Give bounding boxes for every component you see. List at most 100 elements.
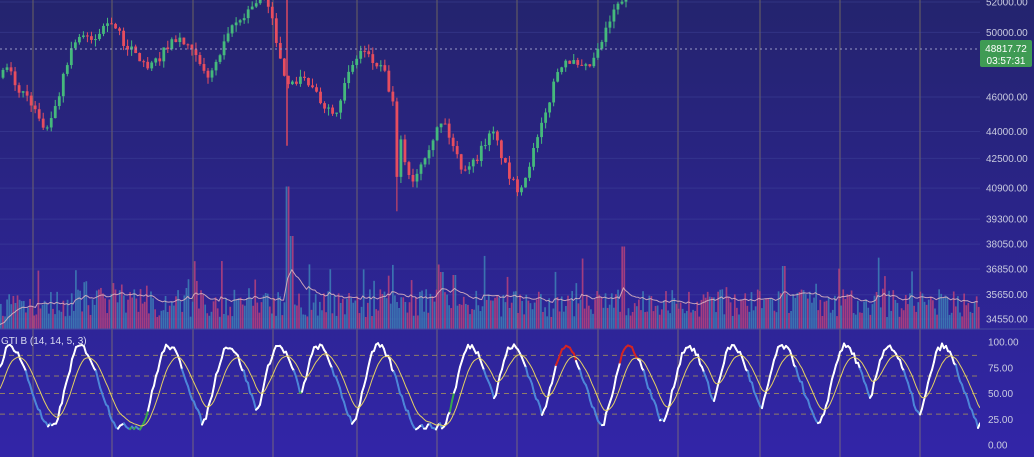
indicator-title[interactable]: GTI B (14, 14, 5, 3) bbox=[1, 336, 87, 347]
last-price-badge: 48817.72 03:57:31 bbox=[980, 40, 1032, 67]
last-price-badge-bg bbox=[980, 40, 1032, 67]
volume-bar bbox=[934, 308, 936, 329]
volume-bar bbox=[314, 294, 317, 329]
volume-bar bbox=[275, 315, 277, 329]
volume-bar bbox=[214, 297, 217, 329]
volume-bar bbox=[761, 308, 763, 329]
volume-bar bbox=[52, 308, 54, 329]
price-tick-label: 52000.00 bbox=[986, 0, 1028, 9]
volume-bar bbox=[429, 293, 432, 329]
volume-bar bbox=[754, 306, 757, 329]
volume-bar bbox=[304, 314, 307, 329]
volume-bar bbox=[667, 310, 669, 329]
oscillator-axis[interactable]: 100.00 75.00 50.00 25.00 0.00 bbox=[988, 338, 1019, 452]
volume-bar bbox=[469, 314, 471, 329]
volume-bar bbox=[715, 312, 717, 329]
volume-bar bbox=[100, 287, 102, 329]
oscillator-fast-segment bbox=[955, 364, 959, 376]
oscillator-fast-segment bbox=[853, 352, 857, 364]
candle-body bbox=[544, 112, 548, 123]
volume-bar bbox=[571, 291, 574, 329]
volume-bar bbox=[344, 314, 346, 329]
volume-bar bbox=[592, 313, 594, 329]
oscillator-fast-segment bbox=[403, 403, 407, 412]
volume-bar bbox=[648, 295, 651, 329]
volume-bar bbox=[158, 315, 161, 329]
candle-body bbox=[512, 178, 515, 180]
volume-bar bbox=[29, 298, 31, 329]
volume-bar bbox=[81, 311, 84, 329]
candle-body bbox=[411, 174, 415, 182]
volume-bar bbox=[83, 282, 86, 329]
candle-body bbox=[504, 158, 507, 163]
volume-bar bbox=[125, 312, 127, 329]
volume-bar bbox=[331, 313, 334, 329]
volume-bar bbox=[404, 301, 407, 329]
volume-bar bbox=[663, 300, 665, 329]
volume-bar bbox=[300, 307, 302, 329]
oscillator-fast-segment bbox=[97, 378, 101, 389]
volume-bar bbox=[127, 299, 129, 329]
volume-bar bbox=[356, 296, 359, 329]
price-axis[interactable]: 52000.00 50000.00 46000.00 44000.00 42500.00… bbox=[986, 0, 1028, 326]
volume-bar bbox=[744, 293, 747, 329]
volume-bar bbox=[652, 311, 655, 329]
candle-body bbox=[206, 70, 210, 78]
candle-body bbox=[9, 67, 13, 72]
volume-bar bbox=[650, 296, 653, 329]
oscillator-fast-segment bbox=[449, 399, 453, 413]
volume-bar bbox=[640, 310, 642, 329]
volume-bar bbox=[412, 315, 415, 329]
volume-bar bbox=[867, 307, 870, 329]
volume-bar bbox=[621, 246, 624, 329]
candle-body bbox=[214, 61, 218, 71]
volume-bar bbox=[202, 294, 204, 329]
candle-body bbox=[516, 179, 519, 193]
volume-bar bbox=[633, 303, 636, 329]
oscillator-fast-segment bbox=[763, 391, 767, 401]
volume-bar bbox=[875, 291, 878, 329]
candle-body bbox=[311, 85, 314, 88]
volume-bar bbox=[198, 308, 200, 329]
volume-bar bbox=[246, 298, 248, 329]
oscillator-fast-segment bbox=[505, 346, 509, 357]
volume-bar bbox=[231, 316, 234, 329]
oscillator-fast-segment bbox=[545, 396, 549, 408]
volume-bar bbox=[936, 314, 938, 329]
oscillator-fast-segment bbox=[693, 347, 697, 356]
oscillator-fast-segment bbox=[83, 345, 87, 355]
oscillator-fast-segment bbox=[751, 381, 755, 393]
candle-body bbox=[182, 37, 186, 45]
volume-bar bbox=[335, 315, 338, 329]
candle-body bbox=[25, 91, 29, 96]
volume-bar bbox=[686, 310, 688, 329]
oscillator-fast-segment bbox=[1, 356, 5, 365]
oscillator-fast-segment bbox=[967, 399, 971, 409]
oscillator-fast-segment bbox=[829, 378, 833, 390]
oscillator-fast-segment bbox=[189, 392, 193, 401]
volume-bar bbox=[43, 300, 46, 329]
candle-body bbox=[126, 45, 130, 50]
volume-bar bbox=[813, 297, 815, 329]
oscillator-fast-segment bbox=[965, 393, 969, 402]
candle-body bbox=[339, 100, 343, 113]
oscillator-fast-segment bbox=[221, 347, 225, 359]
volume-bar bbox=[948, 314, 951, 329]
candle-body bbox=[254, 3, 258, 7]
volume-bar bbox=[20, 301, 23, 329]
candle-body bbox=[375, 63, 379, 67]
oscillator-fast-segment bbox=[611, 386, 615, 398]
volume-bar bbox=[610, 293, 613, 329]
volume-bar bbox=[915, 311, 918, 329]
candle-body bbox=[467, 166, 471, 170]
oscillator-fast-segment bbox=[977, 422, 980, 429]
volume-bar bbox=[504, 302, 507, 329]
candle-body bbox=[218, 55, 222, 62]
oscillator-fast-segment bbox=[797, 374, 801, 383]
volume-bar bbox=[961, 316, 963, 329]
volume-bar bbox=[742, 300, 744, 329]
volume-bar bbox=[673, 297, 676, 329]
volume-bar bbox=[938, 289, 940, 329]
